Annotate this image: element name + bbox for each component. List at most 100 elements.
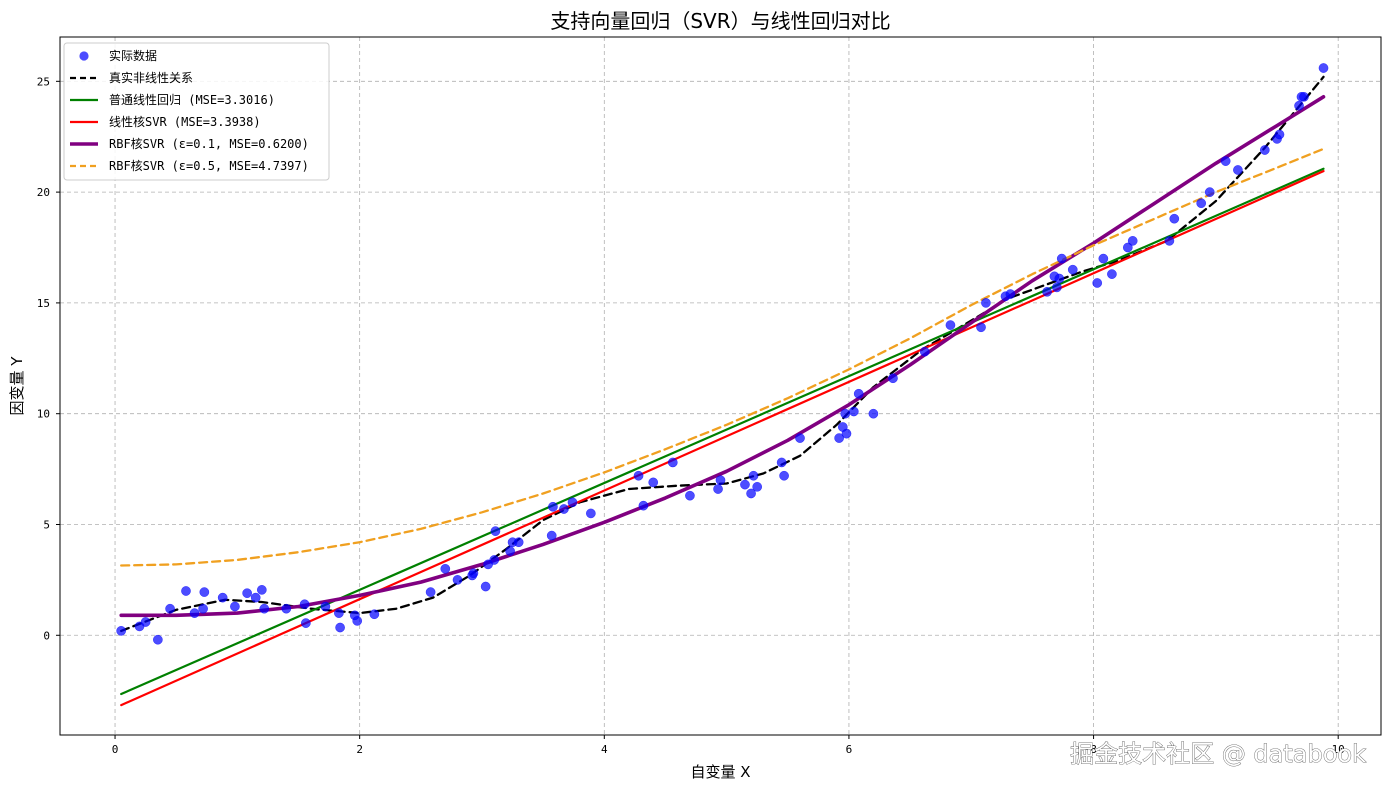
data-point bbox=[638, 500, 649, 511]
legend-label: 普通线性回归 (MSE=3.3016) bbox=[109, 93, 275, 107]
data-point bbox=[848, 406, 859, 417]
data-point bbox=[976, 322, 986, 333]
data-point bbox=[1127, 236, 1138, 246]
data-point bbox=[1005, 289, 1016, 299]
data-point bbox=[1196, 198, 1207, 209]
data-point bbox=[334, 608, 344, 618]
data-point bbox=[165, 603, 175, 614]
series-line bbox=[119, 95, 1326, 618]
data-point bbox=[140, 617, 151, 627]
data-point bbox=[256, 585, 267, 595]
data-point bbox=[181, 586, 191, 596]
data-point bbox=[489, 555, 500, 565]
series-line bbox=[120, 167, 1325, 696]
data-point bbox=[1107, 269, 1117, 279]
data-point bbox=[945, 320, 956, 330]
x-tick-label: 10 bbox=[1332, 743, 1345, 756]
data-point bbox=[440, 563, 451, 574]
data-point bbox=[217, 592, 228, 603]
x-tick-label: 6 bbox=[846, 743, 853, 756]
y-tick-label: 10 bbox=[37, 408, 50, 421]
legend-label: 线性核SVR (MSE=3.3938) bbox=[109, 115, 261, 129]
data-point bbox=[748, 470, 759, 481]
data-point bbox=[369, 609, 380, 620]
data-point bbox=[1220, 156, 1231, 166]
x-tick-label: 4 bbox=[601, 743, 608, 756]
data-point bbox=[567, 497, 578, 508]
data-point bbox=[1318, 63, 1329, 73]
axis-ticks: 0 2 4 6 8 10 0 5 10 15 20 25 bbox=[37, 75, 1345, 756]
legend-box bbox=[63, 42, 330, 181]
legend-label: 真实非线性关系 bbox=[109, 70, 193, 85]
data-point bbox=[1042, 286, 1052, 297]
data-point bbox=[1299, 91, 1309, 102]
series-line bbox=[120, 147, 1325, 567]
data-point bbox=[740, 479, 750, 490]
x-tick-label: 8 bbox=[1090, 743, 1097, 756]
data-point bbox=[868, 408, 879, 419]
data-point bbox=[242, 588, 252, 599]
legend-label: 实际数据 bbox=[109, 48, 157, 63]
data-point bbox=[888, 373, 898, 384]
y-tick-label: 25 bbox=[37, 75, 50, 88]
data-point bbox=[1052, 282, 1062, 293]
data-point bbox=[452, 575, 463, 585]
data-point bbox=[281, 603, 292, 614]
data-point bbox=[1092, 278, 1103, 288]
data-point bbox=[1164, 236, 1175, 246]
series-layer bbox=[116, 63, 1329, 707]
y-tick-label: 0 bbox=[43, 629, 50, 642]
data-point bbox=[752, 481, 763, 492]
data-point bbox=[1204, 187, 1215, 197]
data-point bbox=[548, 501, 558, 512]
data-point bbox=[468, 568, 479, 579]
data-point bbox=[585, 508, 596, 519]
x-tick-label: 0 bbox=[112, 743, 119, 756]
data-point bbox=[633, 470, 644, 481]
series-line bbox=[120, 170, 1325, 707]
data-point bbox=[1169, 213, 1180, 224]
data-point bbox=[853, 388, 864, 399]
legend-label: RBF核SVR (ε=0.5, MSE=4.7397) bbox=[109, 159, 309, 173]
chart-title: 支持向量回归（SVR）与线性回归对比 bbox=[550, 9, 890, 33]
data-point bbox=[776, 457, 787, 468]
data-point bbox=[425, 587, 436, 597]
data-point bbox=[546, 530, 557, 541]
y-axis-label: 因变量 Y bbox=[8, 356, 26, 416]
data-point bbox=[1067, 264, 1078, 275]
data-point bbox=[834, 433, 844, 443]
data-point bbox=[841, 428, 852, 439]
data-point bbox=[199, 587, 210, 597]
data-point bbox=[1098, 253, 1109, 264]
data-point bbox=[840, 408, 851, 419]
data-point bbox=[715, 475, 726, 486]
data-point bbox=[301, 618, 311, 628]
data-point bbox=[189, 608, 200, 618]
data-point bbox=[1122, 242, 1133, 253]
data-point bbox=[352, 616, 363, 626]
data-point bbox=[335, 622, 345, 633]
data-point bbox=[795, 433, 805, 443]
data-point bbox=[490, 526, 501, 536]
data-point bbox=[1274, 129, 1285, 140]
data-point bbox=[320, 601, 331, 612]
y-tick-label: 20 bbox=[37, 186, 50, 199]
data-point bbox=[779, 470, 789, 481]
watermark: 掘金技术社区 @ databook bbox=[1070, 740, 1366, 768]
data-point bbox=[505, 546, 515, 556]
data-point bbox=[919, 346, 930, 357]
legend-marker bbox=[79, 51, 89, 61]
data-point bbox=[667, 457, 678, 468]
data-point bbox=[1259, 145, 1270, 155]
data-point bbox=[259, 603, 270, 614]
data-point bbox=[1054, 273, 1065, 284]
data-point bbox=[559, 504, 569, 514]
data-point bbox=[153, 634, 163, 645]
data-point bbox=[1056, 253, 1067, 264]
data-point bbox=[648, 477, 659, 488]
data-point bbox=[685, 490, 695, 501]
data-point bbox=[713, 484, 723, 494]
x-axis-label: 自变量 X bbox=[690, 763, 750, 781]
